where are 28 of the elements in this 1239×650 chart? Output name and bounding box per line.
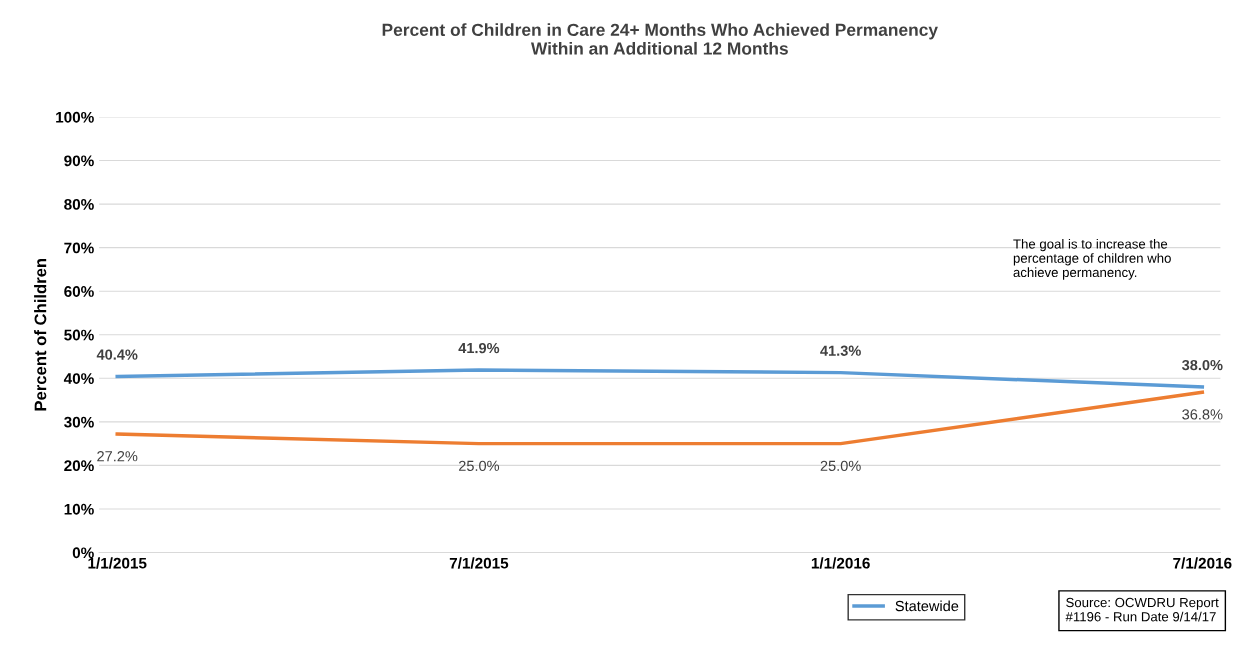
data-label: 38.0% xyxy=(1181,359,1223,371)
y-tick-label: 80% xyxy=(64,198,94,210)
y-tick-label: 40% xyxy=(63,373,94,384)
x-tick-label: 1/1/2015 xyxy=(88,557,147,569)
x-tick-label: 7/1/2016 xyxy=(1173,557,1232,569)
y-tick-label: 20% xyxy=(64,460,94,472)
data-label: 41.9% xyxy=(458,342,500,354)
data-label: 36.8% xyxy=(1182,409,1223,420)
data-label: 40.4% xyxy=(96,349,138,360)
data-label: 25.0% xyxy=(820,460,861,471)
data-label: 27.2% xyxy=(97,451,138,462)
y-tick-label: 10% xyxy=(64,503,94,515)
y-tick-label: 30% xyxy=(64,416,94,428)
y-tick-label: 100% xyxy=(56,111,94,123)
x-tick-label: 7/1/2015 xyxy=(449,557,509,569)
chart-title: Percent of Children in Care 24+ Months Who Achieved Permanency Within an Additional 12 Months xyxy=(382,23,938,55)
y-tick-label: 60% xyxy=(64,286,94,297)
annotation: The goal is to increase the percentage of children who achieve permanency. xyxy=(1013,238,1171,280)
source-note: Source: OCWDRU Report #1196 - Run Date 9/14/17 xyxy=(1065,597,1219,622)
y-tick-label: 70% xyxy=(64,242,94,254)
y-axis-title: Percent of Children xyxy=(34,258,47,411)
y-tick-label: 50% xyxy=(64,329,94,341)
x-tick-label: 1/1/2016 xyxy=(811,557,870,569)
legend-label: Statewide xyxy=(895,600,959,612)
data-label: 41.3% xyxy=(820,345,861,356)
data-label: 25.0% xyxy=(458,460,500,471)
y-tick-label: 90% xyxy=(64,155,94,167)
y-tick-label: 0% xyxy=(72,547,94,559)
